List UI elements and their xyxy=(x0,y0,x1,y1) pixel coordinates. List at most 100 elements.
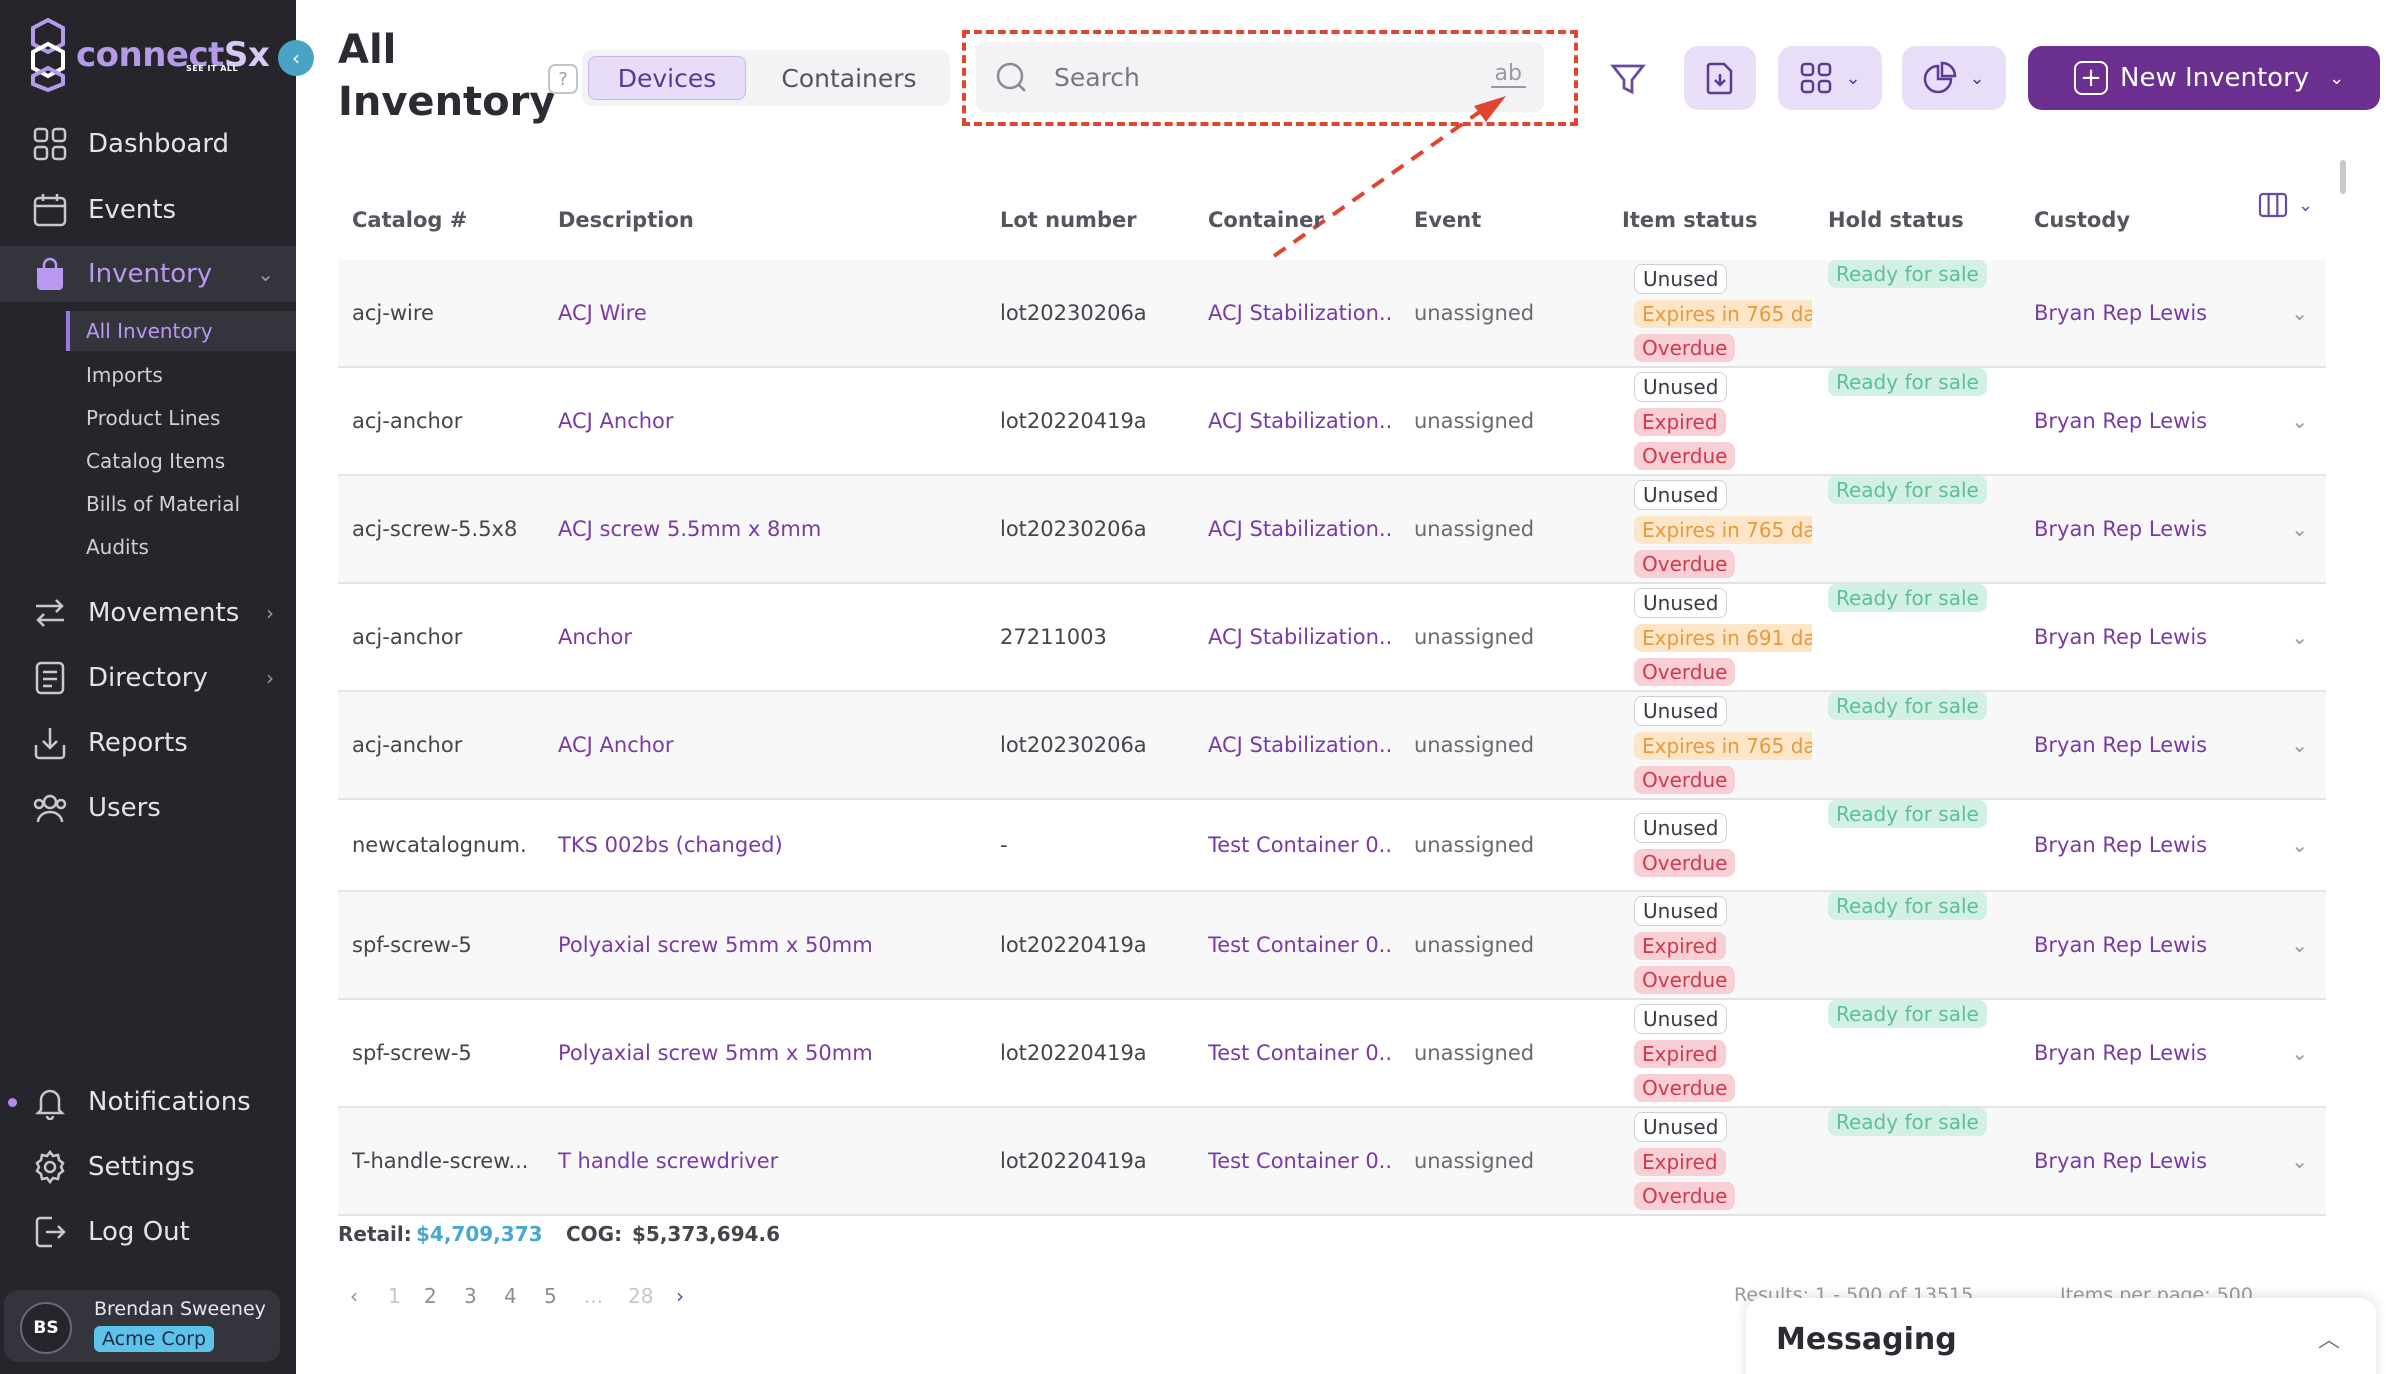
table-row[interactable]: acj-anchor ACJ Anchor lot20220419a ACJ Stab… xyxy=(338,368,2326,476)
page-link-last[interactable]: 28 xyxy=(628,1284,654,1308)
file-download-icon xyxy=(1706,62,1733,95)
page-link[interactable]: 4 xyxy=(504,1284,517,1308)
charts-menu-button[interactable]: ⌄ xyxy=(1902,46,2006,110)
table-row[interactable]: acj-anchor ACJ Anchor lot20230206a ACJ Stab… xyxy=(338,692,2326,800)
cell-custody[interactable]: Bryan Rep Lewis xyxy=(2034,1149,2208,1173)
export-button[interactable] xyxy=(1684,46,1756,110)
cell-container[interactable]: ACJ Stabilization... xyxy=(1208,409,1394,433)
expand-row-icon[interactable]: ⌄ xyxy=(2291,517,2308,541)
column-header-lot-number[interactable]: Lot number xyxy=(1000,208,1137,232)
cell-custody[interactable]: Bryan Rep Lewis xyxy=(2034,517,2208,541)
column-header-custody[interactable]: Custody xyxy=(2034,208,2131,232)
column-header-catalog[interactable]: Catalog # xyxy=(352,208,468,232)
cell-container[interactable]: Test Container 0... xyxy=(1208,1041,1394,1065)
cell-custody[interactable]: Bryan Rep Lewis xyxy=(2034,301,2208,325)
cell-custody[interactable]: Bryan Rep Lewis xyxy=(2034,1041,2208,1065)
sidebar-item-notifications[interactable]: Notifications xyxy=(0,1074,296,1130)
column-header-item-status[interactable]: Item status xyxy=(1622,208,1758,232)
sidebar-item-dashboard[interactable]: Dashboard xyxy=(0,116,296,172)
filter-icon[interactable] xyxy=(1608,60,1648,100)
page-link-current[interactable]: 1 xyxy=(388,1284,401,1308)
cell-description[interactable]: T handle screwdriver xyxy=(558,1149,779,1173)
cell-container[interactable]: Test Container 0... xyxy=(1208,1149,1394,1173)
table-scrollbar[interactable] xyxy=(2340,160,2346,194)
table-row[interactable]: spf-screw-5 Polyaxial screw 5mm x 50mm lot… xyxy=(338,1000,2326,1108)
cell-container[interactable]: ACJ Stabilization... xyxy=(1208,733,1394,757)
table-row[interactable]: acj-wire ACJ Wire lot20230206a ACJ Stabiliz… xyxy=(338,260,2326,368)
sidebar-item-events[interactable]: Events xyxy=(0,182,296,238)
cell-custody[interactable]: Bryan Rep Lewis xyxy=(2034,833,2208,857)
new-inventory-button[interactable]: + New Inventory ⌄ xyxy=(2028,46,2380,110)
brand-logo[interactable]: connectSx SEE IT ALL xyxy=(30,18,270,92)
collapse-sidebar-button[interactable]: ‹ xyxy=(278,40,314,76)
status-badge-unused: Unused xyxy=(1634,1112,1728,1142)
messaging-panel[interactable]: Messaging ︿ xyxy=(1746,1298,2376,1374)
expand-row-icon[interactable]: ⌄ xyxy=(2291,409,2308,433)
next-page-icon[interactable]: › xyxy=(676,1284,684,1308)
sidebar-subitem-catalog-items[interactable]: Catalog Items xyxy=(86,449,226,473)
cell-description[interactable]: Anchor xyxy=(558,625,633,649)
expand-row-icon[interactable]: ⌄ xyxy=(2291,1149,2308,1173)
sidebar-item-settings[interactable]: Settings xyxy=(0,1139,296,1195)
cell-description[interactable]: ACJ Anchor xyxy=(558,733,674,757)
column-header-description[interactable]: Description xyxy=(558,208,694,232)
expand-row-icon[interactable]: ⌄ xyxy=(2291,301,2308,325)
cell-description[interactable]: ACJ screw 5.5mm x 8mm xyxy=(558,517,822,541)
column-header-container[interactable]: Container xyxy=(1208,208,1324,232)
tab-containers[interactable]: Containers xyxy=(781,63,917,93)
cell-container[interactable]: ACJ Stabilization... xyxy=(1208,625,1394,649)
cell-container[interactable]: Test Container 0... xyxy=(1208,833,1394,857)
column-header-hold-status[interactable]: Hold status xyxy=(1828,208,1964,232)
cell-container[interactable]: ACJ Stabilization... xyxy=(1208,301,1394,325)
cell-description[interactable]: ACJ Anchor xyxy=(558,409,674,433)
page-link[interactable]: 2 xyxy=(424,1284,437,1308)
page-link[interactable]: 5 xyxy=(544,1284,557,1308)
cell-description[interactable]: Polyaxial screw 5mm x 50mm xyxy=(558,933,873,957)
item-status-cell: Unused Expires in 765 days Overdue xyxy=(1622,692,1812,798)
user-profile-card[interactable]: BS Brendan Sweeney Acme Corp xyxy=(4,1290,280,1362)
org-badge[interactable]: Acme Corp xyxy=(94,1326,215,1352)
table-row[interactable]: acj-anchor Anchor 27211003 ACJ Stabilizatio… xyxy=(338,584,2326,692)
search-input[interactable] xyxy=(1054,54,1454,100)
prev-page-icon[interactable]: ‹ xyxy=(350,1284,358,1308)
cell-container[interactable]: ACJ Stabilization... xyxy=(1208,517,1394,541)
table-row[interactable]: acj-screw-5.5x8 ACJ screw 5.5mm x 8mm lot2… xyxy=(338,476,2326,584)
sidebar-item-movements[interactable]: Movements › xyxy=(0,585,296,641)
match-mode-icon[interactable]: ab xyxy=(1490,62,1526,88)
expand-row-icon[interactable]: ⌄ xyxy=(2291,625,2308,649)
cell-custody[interactable]: Bryan Rep Lewis xyxy=(2034,933,2208,957)
help-icon[interactable]: ? xyxy=(548,64,578,94)
cell-custody[interactable]: Bryan Rep Lewis xyxy=(2034,409,2208,433)
sidebar-subitem-bills-of-material[interactable]: Bills of Material xyxy=(86,492,241,516)
chevron-up-icon[interactable]: ︿ xyxy=(2317,1328,2340,1353)
sidebar-item-users[interactable]: Users xyxy=(0,780,296,836)
cell-description[interactable]: Polyaxial screw 5mm x 50mm xyxy=(558,1041,873,1065)
cell-container[interactable]: Test Container 0... xyxy=(1208,933,1394,957)
sidebar-item-directory[interactable]: Directory › xyxy=(0,650,296,706)
sidebar-subitem-all-inventory[interactable]: All Inventory xyxy=(66,311,296,351)
table-row[interactable]: spf-screw-5 Polyaxial screw 5mm x 50mm lot… xyxy=(338,892,2326,1000)
expand-row-icon[interactable]: ⌄ xyxy=(2291,1041,2308,1065)
cell-custody[interactable]: Bryan Rep Lewis xyxy=(2034,625,2208,649)
sidebar-subitem-imports[interactable]: Imports xyxy=(86,363,163,387)
column-header-event[interactable]: Event xyxy=(1414,208,1482,232)
column-selector-button[interactable]: ⌄ xyxy=(2258,192,2313,218)
expand-row-icon[interactable]: ⌄ xyxy=(2291,833,2308,857)
status-badge-expired: Expired xyxy=(1634,1040,1726,1068)
layout-menu-button[interactable]: ⌄ xyxy=(1778,46,1882,110)
cell-description[interactable]: TKS 002bs (changed) xyxy=(558,833,783,857)
cell-custody[interactable]: Bryan Rep Lewis xyxy=(2034,733,2208,757)
page-link[interactable]: 3 xyxy=(464,1284,477,1308)
table-row[interactable]: T-handle-screw... T handle screwdriver lot… xyxy=(338,1108,2326,1216)
hold-status-cell: Ready for sale xyxy=(1828,800,1987,890)
table-row[interactable]: newcatalognum... TKS 002bs (changed) - Test… xyxy=(338,800,2326,892)
sidebar-item-reports[interactable]: Reports xyxy=(0,715,296,771)
sidebar-subitem-product-lines[interactable]: Product Lines xyxy=(86,406,221,430)
cell-description[interactable]: ACJ Wire xyxy=(558,301,647,325)
sidebar-item-inventory[interactable]: Inventory ⌄ xyxy=(0,246,296,302)
expand-row-icon[interactable]: ⌄ xyxy=(2291,933,2308,957)
sidebar-item-logout[interactable]: Log Out xyxy=(0,1204,296,1260)
tab-devices[interactable]: Devices xyxy=(588,56,746,100)
expand-row-icon[interactable]: ⌄ xyxy=(2291,733,2308,757)
sidebar-subitem-audits[interactable]: Audits xyxy=(86,535,149,559)
